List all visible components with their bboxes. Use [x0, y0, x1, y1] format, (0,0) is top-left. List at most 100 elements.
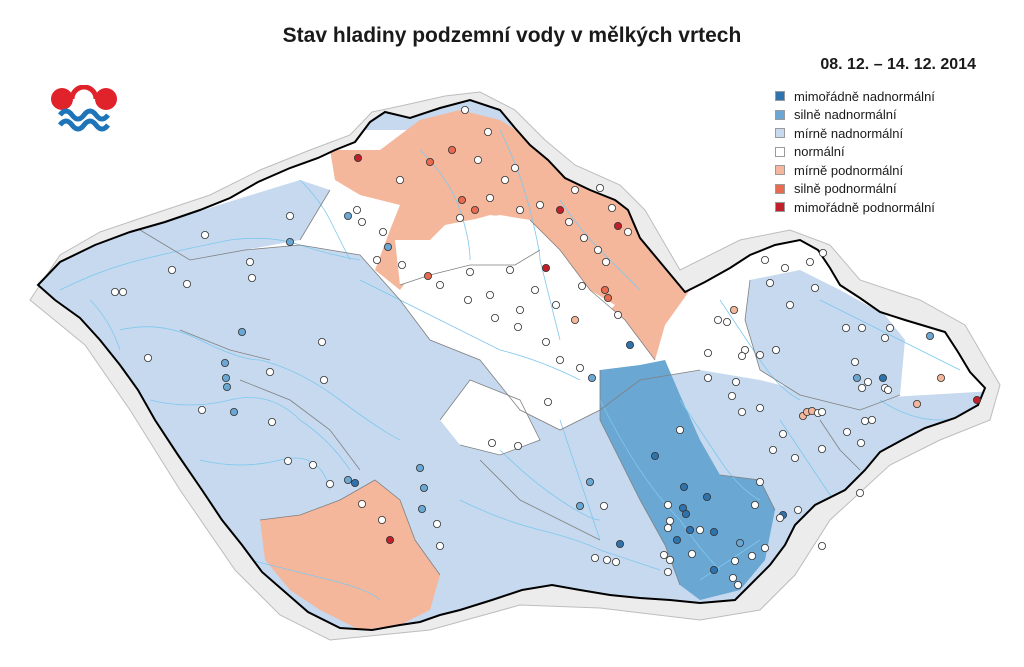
station-marker: [395, 175, 404, 184]
station-marker: [676, 425, 685, 434]
station-marker: [751, 500, 760, 509]
station-marker: [119, 287, 128, 296]
station-marker: [221, 373, 230, 382]
station-marker: [578, 281, 587, 290]
station-marker: [729, 574, 738, 583]
station-marker: [673, 536, 682, 545]
station-marker: [772, 345, 781, 354]
station-marker: [516, 305, 525, 314]
station-marker: [377, 516, 386, 525]
station-marker: [343, 475, 352, 484]
station-marker: [853, 373, 862, 382]
station-marker: [608, 203, 617, 212]
station-marker: [881, 333, 890, 342]
station-marker: [604, 293, 613, 302]
station-marker: [514, 322, 523, 331]
legend-swatch: [775, 146, 785, 157]
station-marker: [626, 340, 635, 349]
station-marker: [913, 399, 922, 408]
station-marker: [926, 331, 935, 340]
station-marker: [591, 554, 600, 563]
station-marker: [552, 300, 561, 309]
station-marker: [601, 285, 610, 294]
station-marker: [614, 310, 623, 319]
station-marker: [571, 185, 580, 194]
station-marker: [756, 403, 765, 412]
station-marker: [516, 205, 525, 214]
station-marker: [378, 227, 387, 236]
station-marker: [868, 415, 877, 424]
station-marker: [696, 526, 705, 535]
station-marker: [588, 373, 597, 382]
station-marker: [973, 395, 982, 404]
legend: mimořádně nadnormální silně nadnormální …: [775, 87, 1005, 217]
station-marker: [842, 323, 851, 332]
station-marker: [664, 524, 673, 533]
station-marker: [425, 157, 434, 166]
monitoring-stations: [111, 106, 982, 590]
legend-swatch: [775, 109, 785, 120]
station-marker: [237, 327, 246, 336]
station-marker: [229, 407, 238, 416]
station-marker: [596, 183, 605, 192]
station-marker: [485, 290, 494, 299]
station-marker: [536, 200, 545, 209]
station-marker: [267, 417, 276, 426]
station-marker: [688, 550, 697, 559]
legend-label: mimořádně nadnormální: [794, 88, 935, 104]
station-marker: [565, 217, 574, 226]
station-marker: [651, 451, 660, 460]
legend-label: mimořádně podnormální: [794, 199, 935, 215]
station-marker: [603, 556, 612, 565]
station-marker: [864, 377, 873, 386]
station-marker: [544, 397, 553, 406]
station-marker: [576, 501, 585, 510]
legend-item: mírně nadnormální: [775, 124, 1005, 143]
station-marker: [245, 257, 254, 266]
station-marker: [350, 478, 359, 487]
station-marker: [861, 416, 870, 425]
legend-swatch: [775, 91, 785, 102]
legend-swatch: [775, 202, 785, 213]
station-marker: [182, 279, 191, 288]
legend-label: silně podnormální: [794, 181, 897, 197]
station-marker: [465, 267, 474, 276]
station-marker: [779, 429, 788, 438]
station-marker: [353, 153, 362, 162]
station-marker: [143, 353, 152, 362]
station-marker: [580, 233, 589, 242]
legend-label: normální: [794, 144, 845, 160]
station-marker: [485, 193, 494, 202]
station-marker: [937, 373, 946, 382]
station-marker: [723, 317, 732, 326]
station-marker: [710, 528, 719, 537]
station-marker: [317, 337, 326, 346]
station-marker: [818, 407, 827, 416]
station-marker: [728, 391, 737, 400]
station-marker: [710, 566, 719, 575]
station-marker: [600, 501, 609, 510]
station-marker: [357, 217, 366, 226]
station-marker: [111, 287, 120, 296]
station-marker: [423, 271, 432, 280]
station-marker: [781, 263, 790, 272]
chmi-logo-icon: [51, 85, 117, 132]
station-marker: [435, 542, 444, 551]
station-marker: [385, 536, 394, 545]
station-marker: [794, 505, 803, 514]
station-marker: [703, 492, 712, 501]
station-marker: [776, 514, 785, 523]
station-marker: [714, 315, 723, 324]
station-marker: [447, 145, 456, 154]
station-marker: [731, 557, 740, 566]
station-marker: [786, 300, 795, 309]
station-marker: [460, 106, 469, 115]
station-marker: [283, 456, 292, 465]
station-marker: [473, 155, 482, 164]
station-marker: [220, 358, 229, 367]
station-marker: [419, 483, 428, 492]
legend-item: silně nadnormální: [775, 106, 1005, 125]
station-marker: [556, 205, 565, 214]
station-marker: [818, 444, 827, 453]
station-marker: [664, 500, 673, 509]
